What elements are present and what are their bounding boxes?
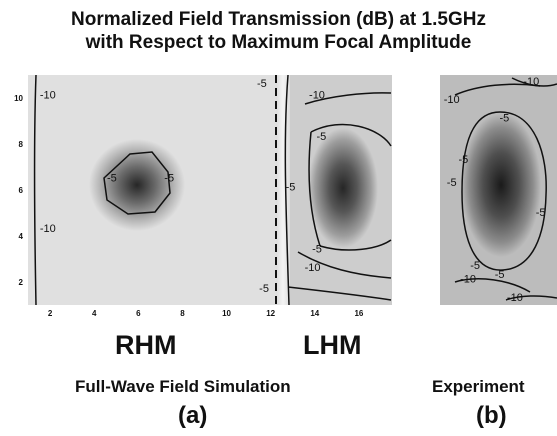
lhm-label: LHM [303,330,362,360]
lhm-region [281,75,392,305]
x-tick-label: 14 [310,309,319,318]
x-tick-label: 4 [92,309,97,318]
x-tick-label: 16 [354,309,363,318]
y-tick-label: 2 [19,278,24,287]
rhm-label: RHM [115,330,177,360]
experiment-heatmap [440,75,557,305]
y-tick-label: 10 [14,94,23,103]
x-tick-label: 6 [136,309,141,318]
simulation-caption: Full-Wave Field Simulation [75,377,291,396]
interface-band [276,75,290,305]
y-tick-label: 4 [19,232,24,241]
rhm-region [28,75,281,305]
x-tick-label: 10 [222,309,231,318]
panel-a-tag: (a) [178,402,208,429]
x-tick-label: 12 [266,309,275,318]
chart-title-line-2: with Respect to Maximum Focal Amplitude [85,32,472,53]
panel-b-tag: (b) [476,402,507,429]
chart-title-line-1: Normalized Field Transmission (dB) at 1.… [71,9,486,30]
experiment-caption: Experiment [432,377,525,396]
simulation-heatmap [28,75,392,305]
y-tick-label: 8 [19,140,24,149]
y-tick-label: 6 [19,186,24,195]
x-tick-label: 8 [180,309,185,318]
x-tick-label: 2 [48,309,53,318]
